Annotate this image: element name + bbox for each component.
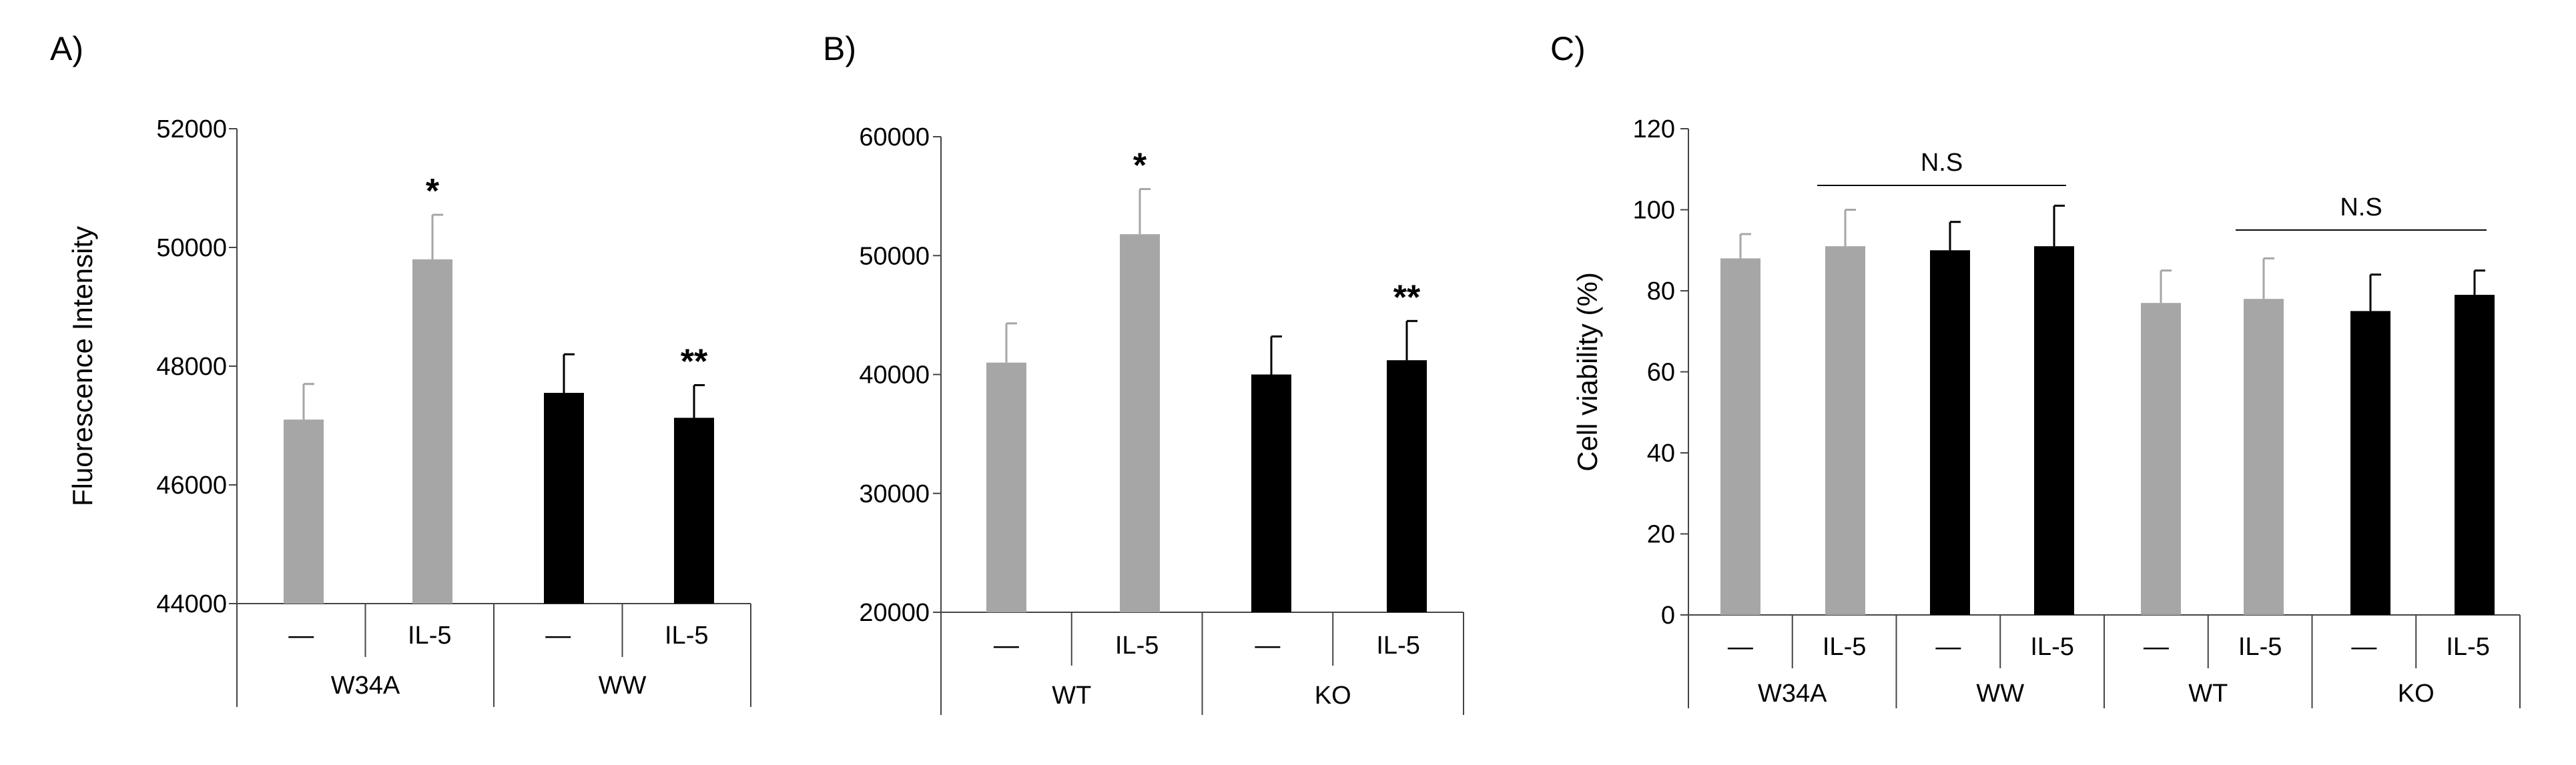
panel-c-treatment-label: IL-5 (2238, 633, 2282, 661)
panel-c-bar (2141, 303, 2181, 615)
panel-c-y-tick-label: 0 (1661, 602, 1675, 630)
panel-a-y-axis-title: Fluorescence Intensity (67, 226, 98, 506)
panel-b-treatment-label: IL-5 (1115, 632, 1159, 660)
panel-a-treatment-label: IL-5 (665, 622, 708, 650)
panel-c-bar (2455, 295, 2495, 615)
panel-b-label: B) (823, 30, 856, 67)
panel-c-treatment-label: IL-5 (2030, 633, 2073, 661)
panel-c-bar (1825, 246, 1865, 615)
panel-a-significance-mark: * (426, 172, 440, 211)
panel-a: A) 44000 46000 48000 50000 52000 Fluorescence… (50, 30, 751, 707)
panel-a-significance-mark: ** (681, 342, 708, 381)
panel-c-label: C) (1550, 30, 1586, 67)
panel-c-bar (2350, 311, 2390, 615)
panel-c-treatment-label: — (1728, 633, 1753, 661)
panel-c-treatment-label: IL-5 (1823, 633, 1866, 661)
panel-b-y-tick-label: 50000 (859, 242, 930, 270)
panel-c-group-label: WW (1976, 680, 2024, 708)
panel-c-y-tick-label: 20 (1647, 521, 1675, 549)
panel-c-bar (1720, 258, 1760, 615)
panel-c: C) 0 20 40 60 80 100 120 Cell viability (%) — IL-… (1550, 30, 2521, 708)
panel-a-bar (412, 259, 452, 604)
panel-b: B) 20000 30000 40000 50000 60000 — * IL-5 — ** IL-… (823, 30, 1464, 715)
panel-a-treatment-label: — (288, 622, 314, 650)
panel-c-bar (1930, 250, 1970, 615)
panel-a-y-tick-label: 52000 (156, 115, 227, 143)
panel-a-y-tick-label: 48000 (156, 353, 227, 381)
panel-a-group-label: W34A (331, 672, 400, 700)
panel-b-y-tick-label: 20000 (859, 599, 930, 627)
panel-c-group-label: WT (2188, 680, 2228, 708)
panel-c-treatment-label: — (2351, 633, 2376, 661)
panel-c-y-tick-label: 80 (1647, 277, 1675, 305)
panel-b-significance-mark: * (1133, 146, 1147, 185)
panel-c-treatment-label: — (1935, 633, 1961, 661)
panel-b-treatment-label: — (994, 632, 1019, 660)
panel-a-label: A) (50, 30, 83, 67)
panel-a-treatment-label: IL-5 (408, 622, 451, 650)
panel-a-group-label: WW (599, 672, 647, 700)
panel-c-y-axis-title: Cell viability (%) (1572, 272, 1603, 472)
panel-b-y-tick-label: 30000 (859, 480, 930, 508)
panel-b-significance-mark: ** (1393, 278, 1421, 317)
panel-c-y-tick-label: 120 (1633, 115, 1675, 143)
panel-b-group-label: KO (1315, 682, 1351, 710)
panel-a-bar (284, 420, 324, 604)
panel-b-y-tick-label: 40000 (859, 361, 930, 390)
panel-b-group-label: WT (1052, 682, 1091, 710)
panel-a-y-tick-label: 44000 (156, 590, 227, 618)
panel-c-bar (2244, 299, 2284, 615)
panel-c-y-tick-label: 60 (1647, 359, 1675, 387)
panel-b-bar (1120, 234, 1160, 612)
panel-c-y-tick-label: 40 (1647, 440, 1675, 468)
panel-c-group-label: KO (2398, 680, 2435, 708)
panel-a-y-tick-label: 46000 (156, 472, 227, 500)
panel-b-treatment-label: — (1255, 632, 1280, 660)
panel-c-ns-label: N.S (2340, 193, 2382, 221)
panel-b-bar (1387, 360, 1427, 612)
panel-a-y-tick-label: 50000 (156, 234, 227, 262)
panel-c-treatment-label: — (2144, 633, 2169, 661)
panel-b-y-tick-label: 60000 (859, 123, 930, 151)
panel-c-group-label: W34A (1758, 680, 1827, 708)
panel-b-bar (986, 362, 1026, 612)
panel-c-y-tick-label: 100 (1633, 197, 1675, 225)
panel-c-bar (2034, 246, 2074, 615)
panel-b-bar (1251, 374, 1291, 612)
panel-a-treatment-label: — (545, 622, 571, 650)
panel-a-bar (674, 418, 714, 604)
panel-a-bar (544, 393, 584, 604)
panel-b-treatment-label: IL-5 (1376, 632, 1419, 660)
panel-c-ns-label: N.S (1921, 149, 1963, 177)
panel-c-treatment-label: IL-5 (2446, 633, 2489, 661)
